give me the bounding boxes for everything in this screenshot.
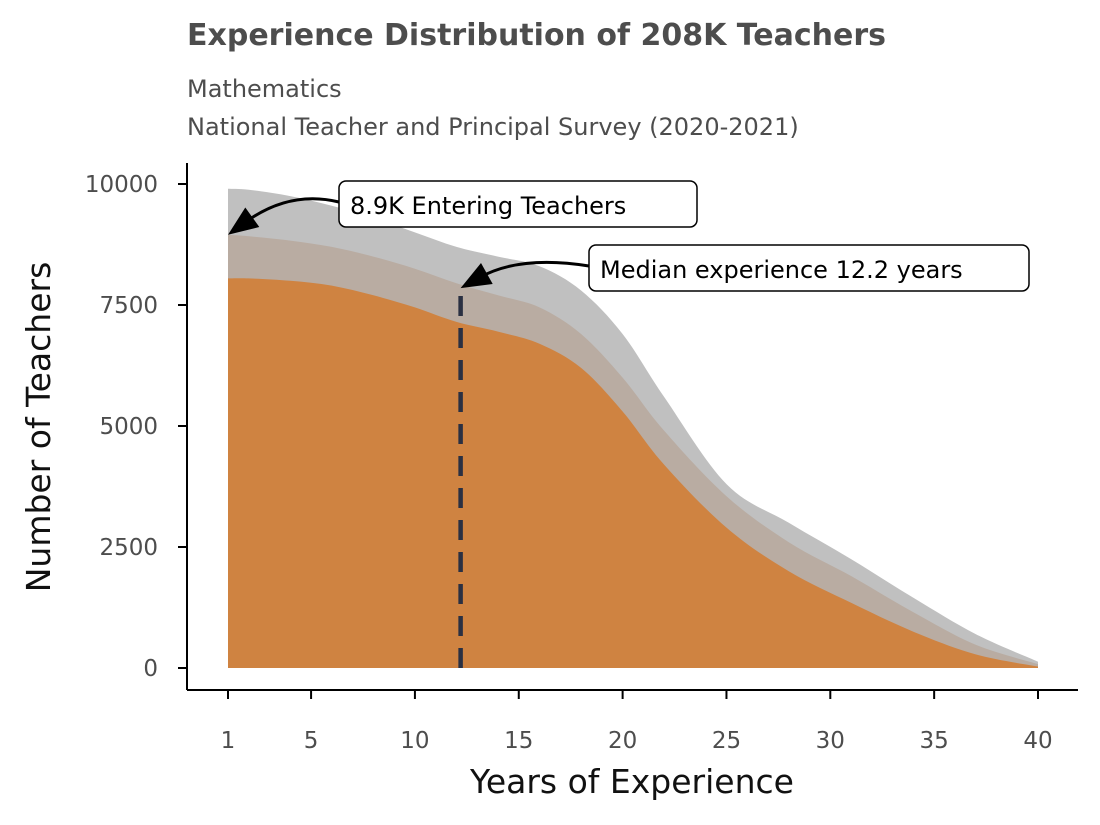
- y-tick-label: 5000: [99, 414, 158, 440]
- y-tick-label: 2500: [99, 535, 158, 561]
- x-tick-label: 40: [1023, 728, 1052, 754]
- annotation-label-2: Median experience 12.2 years: [600, 256, 963, 284]
- area-series-group: [228, 188, 1038, 669]
- x-tick-label: 1: [221, 728, 236, 754]
- annotation-arrowhead-2: [460, 263, 493, 289]
- x-tick-label: 25: [712, 728, 741, 754]
- x-tick-label: 10: [400, 728, 429, 754]
- annotations-group: 8.9K Entering Teachers Median experience …: [228, 180, 1030, 292]
- annotation-label-1: 8.9K Entering Teachers: [350, 192, 626, 220]
- x-tick-label: 30: [816, 728, 845, 754]
- x-axis-title: Years of Experience: [469, 762, 794, 801]
- y-axis-title: Number of Teachers: [19, 262, 58, 593]
- chart-title: Experience Distribution of 208K Teachers: [187, 18, 886, 53]
- area-series-3: [228, 278, 1038, 668]
- annotation-arrow-2: [479, 260, 590, 279]
- annotation-box-2: [588, 244, 1030, 292]
- y-tick-label: 0: [143, 656, 158, 682]
- annotation-arrowhead-1: [228, 207, 260, 235]
- x-tick-label: 5: [304, 728, 319, 754]
- chart-subtitle-line-1: Mathematics: [187, 75, 342, 103]
- y-tick-label: 10000: [85, 172, 158, 198]
- annotation-arrow-1: [244, 197, 340, 224]
- x-tick-label: 15: [504, 728, 533, 754]
- x-tick-label: 20: [608, 728, 637, 754]
- chart-subtitle-line-2: National Teacher and Principal Survey (2…: [187, 113, 799, 141]
- y-tick-label: 7500: [99, 293, 158, 319]
- annotation-box-1: [338, 180, 698, 228]
- x-tick-label: 35: [920, 728, 949, 754]
